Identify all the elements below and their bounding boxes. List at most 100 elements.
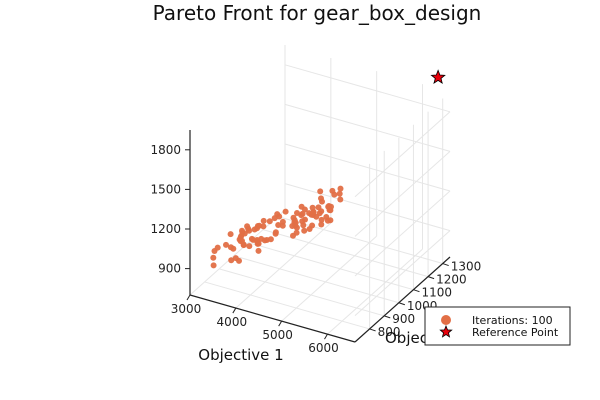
grid-line	[204, 281, 370, 330]
grid-line	[354, 190, 451, 277]
grid-line	[281, 235, 378, 322]
y-tick-mark	[384, 315, 391, 319]
data-point	[228, 257, 235, 264]
x-tick-label: 5000	[262, 328, 293, 342]
z-tick-label: 1200	[150, 222, 181, 236]
chart-title: Pareto Front for gear_box_design	[153, 1, 482, 25]
data-point	[254, 237, 261, 243]
grid-line	[284, 143, 451, 192]
data-point	[310, 209, 317, 216]
x-axis-label: Objective 1	[198, 346, 283, 364]
y-tick-label: 1200	[436, 273, 467, 287]
data-point	[272, 230, 279, 237]
grid-line	[284, 103, 451, 152]
y-tick-mark	[398, 302, 406, 306]
grid-line	[327, 248, 423, 335]
data-point	[275, 222, 282, 228]
grid-line	[284, 64, 451, 113]
data-point	[237, 238, 244, 245]
legend-label-iterations: Iterations: 100	[472, 314, 553, 327]
data-point	[300, 222, 307, 229]
y-tick-label: 1100	[421, 286, 452, 300]
data-point	[309, 204, 316, 211]
grid-line	[235, 222, 332, 309]
data-points	[210, 69, 446, 269]
y-tick-mark	[427, 276, 435, 280]
grid-line	[248, 242, 414, 291]
legend-marker-iterations	[441, 315, 451, 325]
legend: Iterations: 100 Reference Point	[424, 306, 571, 346]
grid-line	[354, 230, 451, 316]
x-tick-mark	[324, 333, 328, 340]
data-point	[318, 216, 325, 223]
data-point	[214, 244, 221, 251]
data-point	[336, 190, 343, 197]
y-tick-mark	[369, 328, 376, 332]
x-tick-label: 6000	[308, 341, 339, 355]
y-axis-line	[354, 256, 451, 343]
data-point	[291, 217, 298, 224]
data-point	[329, 187, 336, 194]
data-point	[248, 235, 255, 242]
data-point	[318, 221, 325, 228]
data-point	[239, 227, 245, 234]
data-point	[276, 213, 283, 220]
x-tick-label: 4000	[217, 315, 248, 329]
z-tick-label: 1800	[150, 143, 181, 157]
data-point	[267, 236, 274, 243]
grid-line	[233, 255, 399, 304]
data-point	[210, 262, 217, 269]
grid-line	[284, 183, 451, 232]
grid-line	[354, 151, 451, 237]
data-point	[318, 195, 324, 202]
y-tick-label: 1300	[451, 260, 482, 274]
data-point	[244, 223, 251, 230]
data-point	[260, 217, 267, 224]
data-point	[337, 196, 344, 203]
data-point	[261, 237, 268, 244]
y-tick-mark	[413, 289, 420, 293]
x-tick-mark	[186, 294, 191, 301]
data-point	[279, 222, 286, 229]
data-point	[317, 188, 324, 195]
data-point	[246, 227, 253, 234]
data-point	[292, 222, 299, 229]
legend-marker-reference	[439, 324, 453, 338]
data-point	[298, 212, 305, 219]
data-point	[306, 226, 313, 232]
y-tick-label: 900	[392, 312, 415, 326]
z-tick-label: 900	[158, 262, 181, 276]
data-point	[255, 247, 262, 254]
data-point	[223, 241, 229, 248]
legend-box	[424, 306, 571, 346]
grid-line	[262, 229, 429, 278]
legend-label-reference: Reference Point	[472, 326, 559, 339]
y-tick-label: 800	[378, 325, 401, 339]
data-point	[324, 217, 331, 224]
data-point	[325, 203, 332, 210]
data-point	[337, 185, 344, 192]
data-point	[236, 257, 242, 264]
y-tick-mark	[442, 263, 449, 267]
data-point	[251, 226, 258, 233]
x-tick-label: 3000	[171, 302, 202, 316]
grid-lines	[189, 45, 451, 335]
data-point	[293, 229, 300, 236]
data-point	[282, 208, 289, 215]
data-point	[256, 222, 263, 229]
z-tick-label: 1500	[150, 182, 181, 196]
data-point	[315, 204, 322, 211]
data-point	[227, 231, 234, 238]
data-point	[246, 243, 253, 250]
x-tick-mark	[232, 307, 237, 314]
axes	[185, 130, 451, 343]
grid-line	[189, 209, 286, 296]
data-point	[266, 218, 273, 225]
reference-point-star	[430, 69, 446, 85]
data-point	[210, 254, 217, 261]
grid-line	[354, 111, 451, 198]
data-point	[301, 227, 308, 234]
x-tick-mark	[278, 320, 283, 327]
data-point	[227, 244, 234, 251]
